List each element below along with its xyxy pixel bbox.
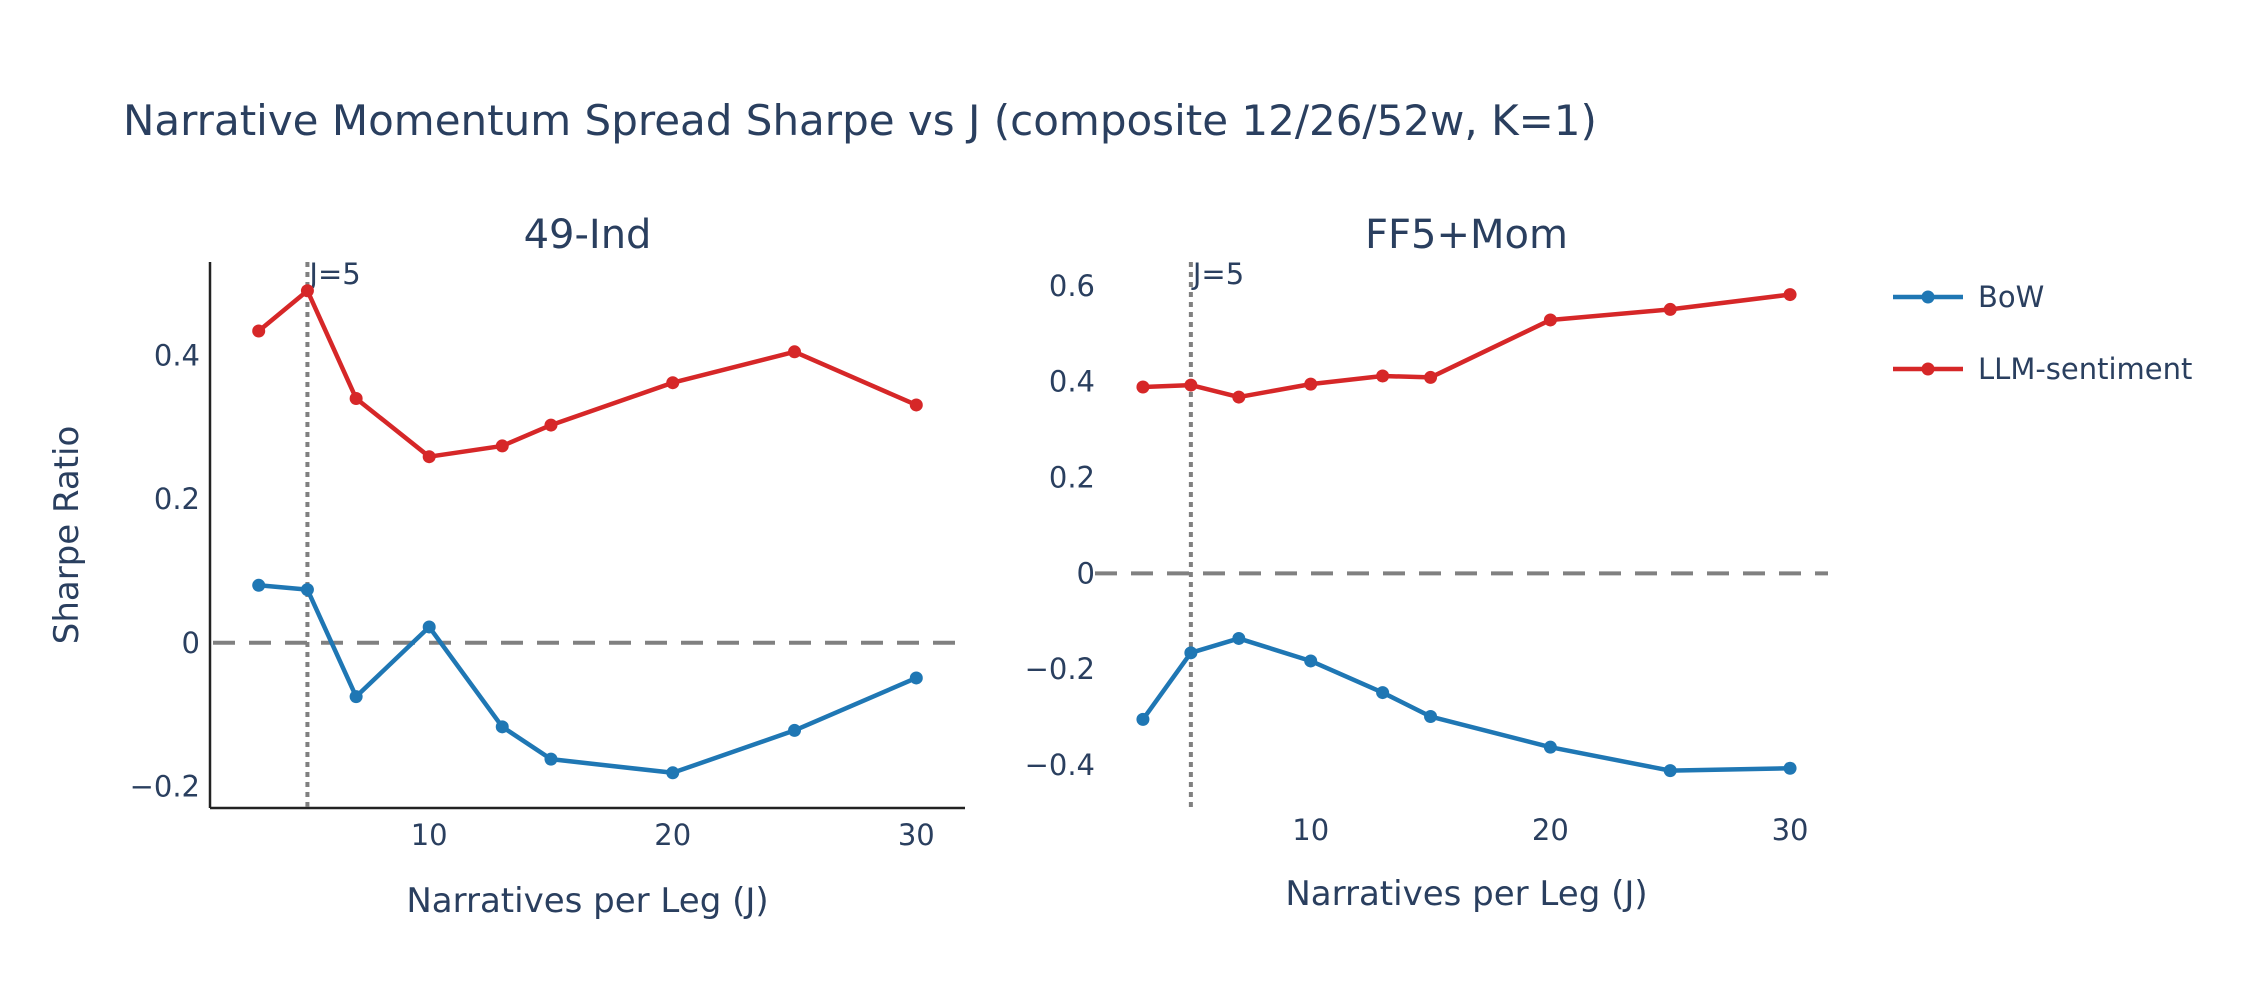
x-tick-label: 30: [1772, 813, 1809, 847]
series-line: [257, 288, 918, 459]
series-line: [1142, 292, 1791, 400]
data-point: [1663, 302, 1677, 316]
data-point: [1304, 654, 1318, 668]
panel-0: 49-Ind −0.2 0 0.2 0.4 10 20 30 Narratives per Le…: [47, 212, 965, 921]
data-point: [1232, 631, 1246, 645]
legend-swatch-marker: [1921, 290, 1935, 304]
subplot-title: 49-Ind: [524, 212, 652, 258]
y-tick-label: 0.6: [1049, 269, 1095, 303]
series-llm-sentiment: [252, 284, 923, 464]
data-point: [422, 620, 436, 634]
y-tick-label: −0.4: [1025, 748, 1095, 782]
y-tick-label: 0: [182, 626, 200, 660]
x-tick-label: 30: [898, 818, 935, 852]
data-point: [1543, 740, 1557, 754]
legend-item-bow: BoW: [1893, 280, 2044, 314]
x-axis-title: Narratives per Leg (J): [1285, 874, 1647, 914]
data-point: [1232, 390, 1246, 404]
y-tick-label: 0.4: [154, 338, 200, 372]
data-point: [909, 671, 923, 685]
data-point: [788, 345, 802, 359]
series-llm-sentiment: [1136, 288, 1797, 404]
data-point: [544, 752, 558, 766]
data-point: [666, 766, 680, 780]
legend-swatch-marker: [1921, 362, 1935, 376]
x-tick-label: 20: [654, 818, 691, 852]
y-tick-label: 0.2: [1049, 461, 1095, 495]
data-point: [300, 284, 314, 298]
data-point: [666, 376, 680, 390]
j5-annotation: J=5: [307, 257, 360, 291]
x-tick-label: 10: [1292, 813, 1329, 847]
subplot-title: FF5+Mom: [1365, 212, 1568, 258]
data-point: [1304, 377, 1318, 391]
data-point: [788, 723, 802, 737]
data-point: [1424, 710, 1438, 724]
x-tick-label: 10: [411, 818, 448, 852]
data-point: [495, 720, 509, 734]
x-tick-label: 20: [1532, 813, 1569, 847]
data-point: [1783, 288, 1797, 302]
legend-label: LLM-sentiment: [1978, 352, 2192, 386]
data-point: [1184, 646, 1198, 660]
data-point: [1376, 369, 1390, 383]
series-line: [258, 583, 918, 776]
data-point: [1376, 686, 1390, 700]
data-point: [495, 439, 509, 453]
chart-panels: 49-Ind −0.2 0 0.2 0.4 10 20 30 Narratives per Le…: [47, 212, 1828, 921]
data-point: [1136, 712, 1150, 726]
legend-item-llm-sentiment: LLM-sentiment: [1893, 352, 2192, 386]
y-axis-title: Sharpe Ratio: [47, 426, 87, 645]
chart-title: Narrative Momentum Spread Sharpe vs J (c…: [123, 96, 1597, 145]
data-point: [909, 398, 923, 412]
j5-annotation: J=5: [1191, 257, 1244, 291]
data-point: [349, 690, 363, 704]
series-line: [1141, 636, 1791, 773]
data-point: [422, 450, 436, 464]
data-point: [1136, 380, 1150, 394]
series-bow: [1136, 631, 1797, 778]
legend-label: BoW: [1978, 280, 2044, 314]
data-point: [1663, 764, 1677, 778]
data-point: [349, 392, 363, 405]
series-bow: [252, 578, 923, 780]
legend: BoW LLM-sentiment: [1893, 280, 2192, 386]
data-point: [1783, 761, 1797, 775]
data-point: [1424, 370, 1438, 384]
panel-1: FF5+Mom −0.4 −0.2 0 0.2 0.4 0.6 10 20 30 Narrative…: [1025, 212, 1828, 914]
data-point: [544, 418, 558, 432]
x-axis-title: Narratives per Leg (J): [406, 881, 768, 921]
y-tick-label: 0: [1077, 556, 1095, 590]
y-tick-label: 0.4: [1049, 365, 1095, 399]
data-point: [1543, 313, 1557, 327]
y-tick-label: −0.2: [1025, 652, 1095, 686]
y-tick-label: −0.2: [130, 769, 200, 803]
y-tick-label: 0.2: [154, 482, 200, 516]
data-point: [1184, 378, 1198, 392]
data-point: [252, 324, 266, 338]
data-point: [252, 578, 266, 592]
data-point: [300, 583, 314, 597]
